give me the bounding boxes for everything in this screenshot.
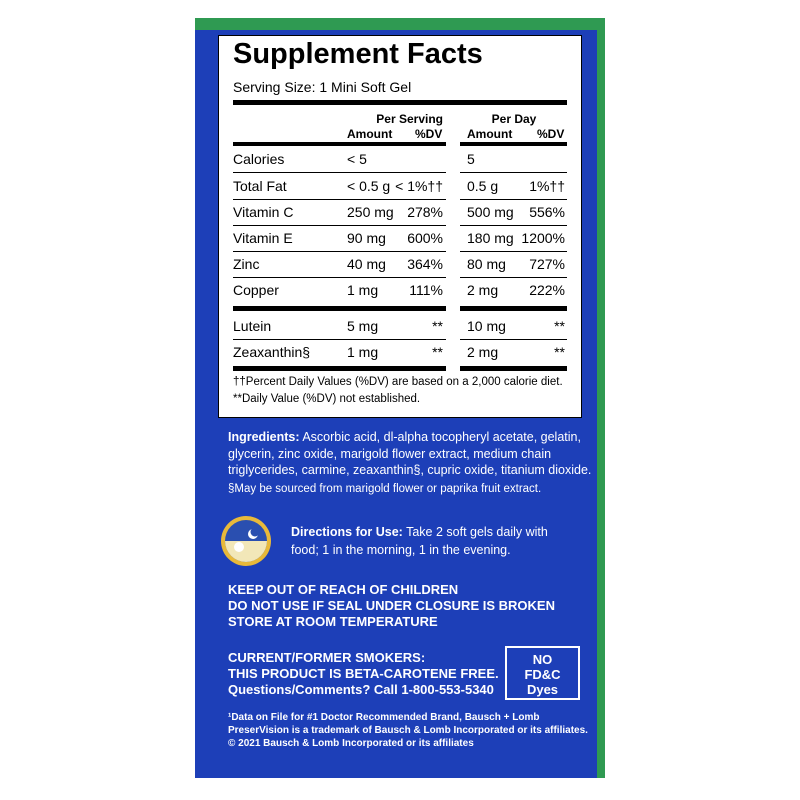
rule bbox=[233, 339, 446, 340]
warning: KEEP OUT OF REACH OF CHILDREN bbox=[228, 582, 459, 597]
serving-size: Serving Size: 1 Mini Soft Gel bbox=[233, 79, 412, 95]
smokers-text: CURRENT/FORMER SMOKERS: bbox=[228, 650, 426, 665]
nutrient-name: Zeaxanthin§ bbox=[233, 344, 311, 360]
day-amount: 10 mg bbox=[467, 318, 506, 334]
legal: ¹Data on File for #1 Doctor Recommended … bbox=[228, 711, 588, 750]
legal-text: PreserVision is a trademark of Bausch & … bbox=[228, 725, 588, 736]
directions: Directions for Use: Take 2 soft gels dai… bbox=[291, 523, 548, 559]
rule bbox=[460, 172, 567, 173]
no-dyes-badge: NO FD&C Dyes bbox=[505, 646, 580, 700]
day-dv: ** bbox=[554, 344, 565, 360]
supplement-facts-panel: Supplement Facts Serving Size: 1 Mini So… bbox=[218, 35, 582, 418]
badge-text: FD&C bbox=[524, 667, 561, 682]
green-edge bbox=[195, 18, 605, 32]
green-edge bbox=[597, 30, 605, 778]
serving-dv: < 1%†† bbox=[395, 178, 443, 194]
directions-label: Directions for Use: bbox=[291, 525, 403, 539]
serving-amount: < 0.5 g bbox=[347, 178, 391, 194]
directions-text: Take 2 soft gels daily with bbox=[402, 525, 548, 539]
nutrient-name: Copper bbox=[233, 282, 279, 298]
rule bbox=[233, 142, 446, 146]
rule bbox=[233, 172, 446, 173]
rule bbox=[460, 277, 567, 278]
warning: STORE AT ROOM TEMPERATURE bbox=[228, 614, 438, 629]
questions: Questions/Comments? Call 1-800-553-5340 bbox=[228, 682, 494, 697]
badge-text: NO bbox=[532, 652, 553, 667]
rule bbox=[460, 251, 567, 252]
serving-dv: ** bbox=[432, 318, 443, 334]
serving-dv: 600% bbox=[407, 230, 443, 246]
directions-text: food; 1 in the morning, 1 in the evening… bbox=[291, 543, 511, 557]
rule bbox=[460, 339, 567, 340]
warnings: KEEP OUT OF REACH OF CHILDREN DO NOT USE… bbox=[228, 582, 555, 630]
serving-amount: 1 mg bbox=[347, 282, 379, 298]
rule bbox=[460, 142, 567, 146]
serving-amount: 40 mg bbox=[347, 256, 386, 272]
serving-dv: 278% bbox=[407, 204, 443, 220]
rule bbox=[233, 251, 446, 252]
nutrient-name: Lutein bbox=[233, 318, 272, 334]
col-head: %DV bbox=[415, 127, 443, 141]
day-dv: 222% bbox=[529, 282, 565, 298]
legal-text: ¹Data on File for #1 Doctor Recommended … bbox=[228, 712, 540, 723]
footnote: ††Percent Daily Values (%DV) are based o… bbox=[233, 376, 563, 388]
day-dv: 727% bbox=[529, 256, 565, 272]
day-night-icon bbox=[221, 516, 271, 566]
nutrient-name: Vitamin E bbox=[233, 230, 293, 246]
day-amount: 180 mg bbox=[467, 230, 514, 246]
day-dv: 1%†† bbox=[529, 178, 565, 194]
day-amount: 80 mg bbox=[467, 256, 506, 272]
serving-amount: 90 mg bbox=[347, 230, 386, 246]
col-head: Per Serving bbox=[376, 112, 443, 126]
day-dv: 556% bbox=[529, 204, 565, 220]
rule bbox=[233, 225, 446, 226]
serving-amount: 250 mg bbox=[347, 204, 394, 220]
facts-title: Supplement Facts bbox=[233, 38, 483, 70]
rule bbox=[460, 199, 567, 200]
rule bbox=[233, 100, 567, 105]
col-head: Per Day bbox=[491, 112, 537, 126]
rule bbox=[460, 225, 567, 226]
badge-text: Dyes bbox=[526, 682, 559, 697]
serving-dv: ** bbox=[432, 344, 443, 360]
rule bbox=[233, 306, 446, 311]
warning: DO NOT USE IF SEAL UNDER CLOSURE IS BROK… bbox=[228, 598, 555, 613]
ingredients-note: §May be sourced from marigold flower or … bbox=[228, 483, 542, 495]
day-amount: 2 mg bbox=[467, 282, 499, 298]
rule bbox=[460, 366, 567, 371]
footnote: **Daily Value (%DV) not established. bbox=[233, 393, 421, 405]
day-dv: ** bbox=[554, 318, 565, 334]
serving-dv: 111% bbox=[409, 282, 443, 298]
day-amount: 0.5 g bbox=[467, 178, 499, 194]
serving-amount: 1 mg bbox=[347, 344, 379, 360]
rule bbox=[233, 366, 446, 371]
smokers: CURRENT/FORMER SMOKERS: THIS PRODUCT IS … bbox=[228, 650, 499, 682]
nutrient-name: Zinc bbox=[233, 256, 260, 272]
nutrient-name: Total Fat bbox=[233, 178, 287, 194]
ingredients-text: Ascorbic acid, dl-alpha tocopheryl aceta… bbox=[299, 430, 581, 444]
day-amount: 2 mg bbox=[467, 344, 499, 360]
serving-amount: 5 mg bbox=[347, 318, 379, 334]
smokers-text: THIS PRODUCT IS BETA-CAROTENE FREE. bbox=[228, 666, 499, 681]
nutrient-name: Calories bbox=[233, 151, 285, 167]
rule bbox=[233, 199, 446, 200]
serving-dv: 364% bbox=[407, 256, 443, 272]
ingredients-text: triglycerides, carmine, zeaxanthin§, cup… bbox=[228, 463, 592, 477]
rule bbox=[233, 277, 446, 278]
day-amount: 5 bbox=[467, 151, 475, 167]
serving-amount: < 5 bbox=[347, 151, 367, 167]
ingredients-label: Ingredients: bbox=[228, 430, 300, 444]
col-head: %DV bbox=[537, 127, 565, 141]
day-dv: 1200% bbox=[521, 230, 565, 246]
col-head: Amount bbox=[467, 127, 513, 141]
rule bbox=[460, 306, 567, 311]
ingredients-text: glycerin, zinc oxide, marigold flower ex… bbox=[228, 446, 552, 461]
day-amount: 500 mg bbox=[467, 204, 514, 220]
col-head: Amount bbox=[347, 127, 393, 141]
legal-text: © 2021 Bausch & Lomb Incorporated or its… bbox=[228, 738, 474, 749]
ingredients: Ingredients: Ascorbic acid, dl-alpha toc… bbox=[228, 429, 591, 479]
nutrient-name: Vitamin C bbox=[233, 204, 294, 220]
